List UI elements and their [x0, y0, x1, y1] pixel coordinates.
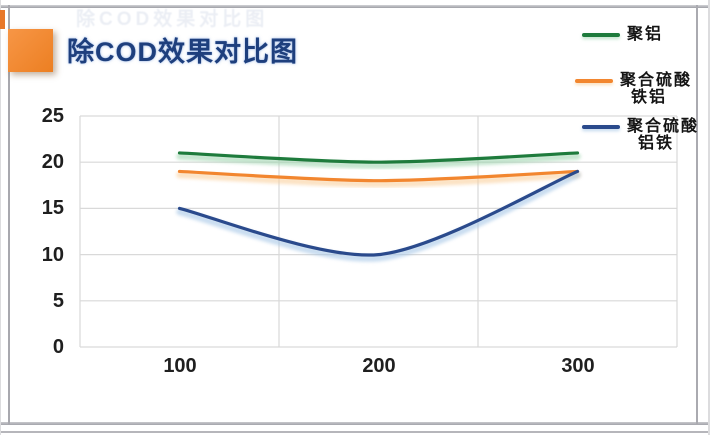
y-tick-label: 10: [41, 244, 64, 266]
legend-label-line: 聚铝: [627, 26, 664, 43]
series-lines: [177, 151, 580, 257]
panel-border-right: [696, 5, 698, 425]
legend-label-line: 聚合硫酸: [620, 72, 693, 89]
legend-line-swatch: [582, 125, 620, 129]
y-tick-label: 15: [41, 197, 64, 219]
legend-label-line: 聚合硫酸: [627, 118, 700, 135]
y-tick-label: 20: [41, 151, 64, 173]
y-tick-label: 5: [52, 290, 64, 312]
legend-label-line: 铝铁: [638, 135, 675, 152]
legend-line-swatch: [575, 79, 613, 83]
y-tick-label: 0: [52, 336, 64, 358]
legend-label: 聚合硫酸 铁铝: [620, 72, 692, 106]
panel-border-top: [0, 5, 710, 8]
panel-edge-left: [0, 0, 1, 435]
legend-label: 聚合硫酸 铝铁: [627, 118, 699, 152]
legend-item: 聚铝: [582, 26, 663, 43]
legend-label: 聚铝: [627, 26, 663, 43]
orange-accent-sliver: [0, 10, 5, 29]
y-tick-label: 25: [41, 105, 64, 127]
legend-line-swatch: [582, 33, 620, 37]
orange-accent-square: [8, 29, 53, 72]
x-tick-label: 200: [362, 355, 396, 377]
page-title: 除COD效果对比图: [67, 37, 298, 67]
legend-label-line: 铁铝: [631, 89, 668, 106]
series-glow-strokes: [176, 153, 581, 262]
x-tick-label: 300: [561, 355, 595, 377]
panel-border-left: [8, 5, 10, 425]
ghost-title-text: 除COD效果对比图: [76, 9, 269, 30]
panel-shadow-bottom: [0, 431, 710, 433]
legend-item: 聚合硫酸 铁铝: [575, 72, 692, 106]
legend-item: 聚合硫酸 铝铁: [582, 118, 699, 152]
panel-border-bottom: [0, 422, 710, 425]
panel-edge-right: [708, 0, 710, 435]
x-tick-label: 100: [163, 355, 197, 377]
